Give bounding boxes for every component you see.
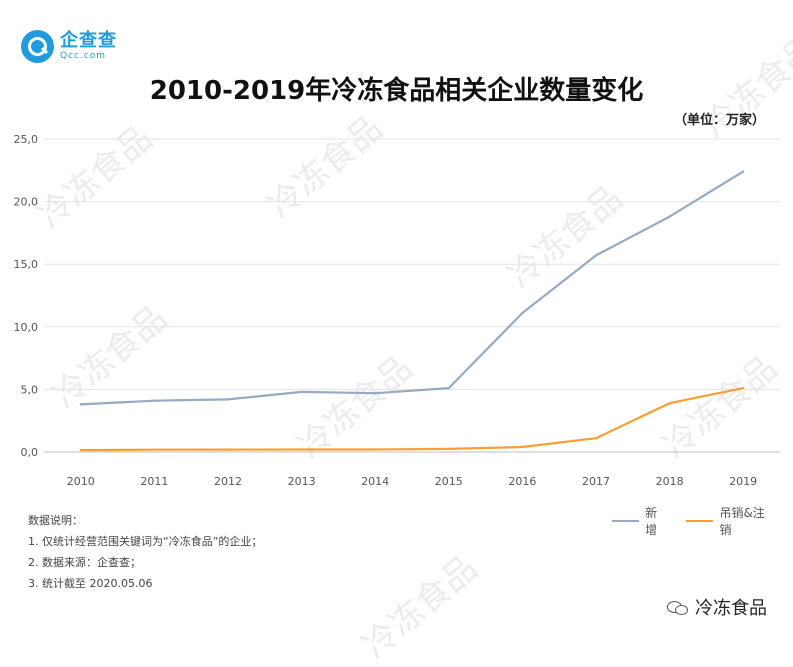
data-point bbox=[374, 448, 377, 451]
data-point bbox=[226, 398, 230, 401]
series-line-0 bbox=[80, 170, 744, 406]
y-tick-label: 20,0 bbox=[14, 196, 39, 209]
wechat-footer: 冷冻食品 bbox=[667, 594, 767, 620]
data-point bbox=[300, 390, 303, 394]
data-point bbox=[742, 386, 745, 390]
legend-label-new: 新增 bbox=[645, 506, 658, 537]
qcc-logo: 企查查 Qcc.com bbox=[21, 30, 117, 63]
legend-item-revoked: 吊销&注销 bbox=[686, 504, 775, 538]
legend-swatch-new bbox=[612, 520, 640, 522]
unit-note: （单位：万家） bbox=[673, 113, 765, 128]
logo-name: 企查查 bbox=[60, 30, 117, 51]
notes-item: 1. 仅统计经营范围关键词为“冷冻食品”的企业； bbox=[28, 535, 263, 548]
y-tick-label: 0,0 bbox=[21, 446, 39, 459]
data-point bbox=[374, 391, 377, 395]
data-point bbox=[521, 311, 524, 315]
series-line-1 bbox=[80, 387, 744, 452]
legend-swatch-revoked bbox=[686, 520, 714, 522]
data-point bbox=[447, 447, 450, 451]
notes-item: 2. 数据来源：企查查； bbox=[28, 556, 141, 569]
x-tick-label: 2011 bbox=[140, 475, 168, 488]
x-tick-label: 2014 bbox=[361, 475, 389, 488]
notes-heading: 数据说明： bbox=[28, 514, 83, 527]
x-tick-label: 2018 bbox=[656, 475, 684, 488]
data-point bbox=[79, 403, 83, 406]
data-point bbox=[594, 254, 598, 257]
data-point bbox=[447, 386, 450, 390]
chart-title: 2010-2019年冷冻食品相关企业数量变化 bbox=[149, 76, 644, 106]
y-tick-label: 10,0 bbox=[14, 321, 39, 334]
x-tick-label: 2013 bbox=[288, 475, 316, 488]
y-tick-label: 5,0 bbox=[21, 383, 39, 396]
data-point bbox=[521, 445, 524, 449]
x-tick-label: 2017 bbox=[582, 475, 610, 488]
data-point bbox=[226, 448, 230, 451]
data-point bbox=[668, 401, 671, 405]
y-tick-label: 25,0 bbox=[14, 133, 39, 146]
data-notes: 数据说明： 1. 仅统计经营范围关键词为“冷冻食品”的企业； 2. 数据来源：企… bbox=[28, 510, 262, 594]
x-tick-label: 2019 bbox=[729, 475, 757, 488]
legend-item-new: 新增 bbox=[612, 504, 668, 538]
data-point bbox=[742, 170, 745, 173]
data-point bbox=[153, 448, 156, 451]
notes-item: 3. 统计截至 2020.05.06 bbox=[28, 577, 153, 590]
data-point bbox=[594, 437, 598, 440]
footer-label: 冷冻食品 bbox=[695, 598, 767, 619]
x-tick-label: 2015 bbox=[435, 475, 463, 488]
x-tick-label: 2016 bbox=[508, 475, 536, 488]
legend: 新增 吊销&注销 bbox=[612, 504, 793, 538]
data-point bbox=[668, 215, 671, 218]
x-tick-label: 2010 bbox=[67, 475, 95, 488]
logo-sub: Qcc.com bbox=[60, 51, 107, 61]
line-chart: 0,0 5,0 10,0 15,0 20,0 25,0 2010 2011 2012 2013 20… bbox=[14, 133, 780, 488]
qcc-logo-icon bbox=[21, 30, 54, 63]
data-point bbox=[79, 448, 83, 452]
legend-label-revoked: 吊销&注销 bbox=[719, 506, 765, 537]
data-point bbox=[300, 448, 303, 451]
x-tick-label: 2012 bbox=[214, 475, 242, 488]
y-tick-label: 15,0 bbox=[14, 258, 39, 271]
data-point bbox=[153, 399, 156, 402]
wechat-icon bbox=[667, 599, 689, 615]
